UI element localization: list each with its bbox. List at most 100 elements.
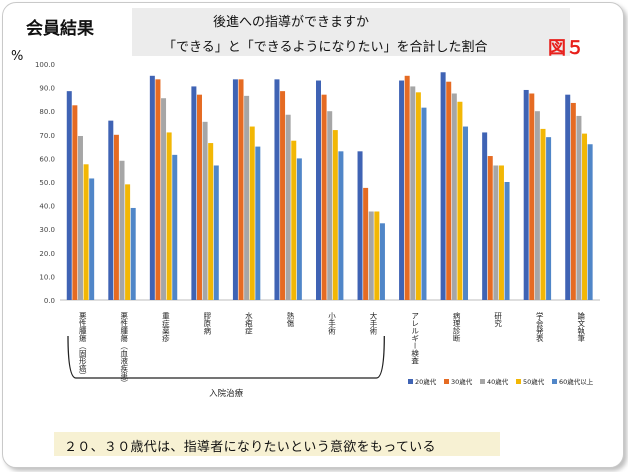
y-tick-label: 70.0 (39, 132, 55, 140)
bar (332, 130, 338, 300)
bar (498, 165, 504, 300)
bar (166, 132, 172, 300)
bar-chart: 0.0 10.0 20.0 30.0 40.0 50.0 60.0 70.0 80.0 90.0 1… (35, 61, 600, 399)
bar (316, 80, 321, 301)
legend-swatch (480, 379, 485, 384)
legend-label: 60歳代以上 (559, 377, 594, 386)
y-tick-label: 60.0 (39, 155, 55, 163)
bar (374, 211, 380, 300)
bar (125, 184, 131, 300)
bar (155, 79, 161, 300)
bar (457, 101, 463, 300)
category-label: 膠原病 (203, 312, 212, 336)
subtitle-box (132, 8, 570, 56)
category-label: 悪性腫瘍（固形癌） (78, 312, 87, 380)
bar (363, 187, 369, 300)
bar (540, 128, 546, 300)
group-brace (67, 335, 385, 379)
category-label: 重症薬疹 (161, 312, 170, 344)
bar (291, 140, 297, 300)
bar (440, 72, 446, 300)
bar (161, 98, 167, 300)
category-label: 熱傷 (286, 311, 295, 329)
bar (410, 86, 416, 300)
chart-title: 後進への指導ができますか (213, 15, 370, 30)
category-label: 研究 (493, 312, 502, 329)
figure-label: 図５ (548, 38, 584, 59)
bar (244, 95, 250, 300)
conclusion-text: ２０、３０歳代は、指導者になりたいという意欲をもっている (64, 440, 436, 455)
bar (587, 144, 593, 300)
bar (321, 94, 327, 301)
bar (523, 89, 529, 301)
bar (415, 92, 421, 300)
bar (451, 93, 457, 300)
bar (504, 182, 510, 300)
bar (285, 114, 291, 301)
legend-swatch (516, 379, 521, 384)
bar (238, 79, 244, 300)
group-label: 入院治療 (209, 388, 244, 399)
legend-label: 20歳代 (415, 377, 437, 386)
section-title: 会員結果 (26, 19, 94, 39)
bar (576, 115, 582, 300)
bar (113, 134, 119, 300)
bar (446, 81, 452, 300)
bar (463, 126, 469, 300)
bar (482, 132, 488, 300)
y-tick-label: 10.0 (39, 273, 55, 281)
legend-label: 50歳代 (523, 377, 545, 386)
bar (493, 165, 499, 300)
bar (274, 79, 280, 300)
category-label: 悪性腫瘍（血液疾患） (120, 312, 129, 387)
category-label: アレルギー検査 (410, 312, 419, 365)
legend-swatch (552, 379, 557, 384)
bar (77, 135, 83, 300)
bar (191, 86, 197, 300)
bar (255, 146, 261, 300)
bar (130, 207, 136, 300)
y-axis-unit: % (11, 49, 24, 64)
bar (213, 165, 219, 300)
category-label: 大手術 (369, 311, 378, 336)
bar (379, 223, 385, 300)
category-label: 水疱症 (244, 311, 253, 336)
bar (89, 178, 95, 300)
category-label: 学会発表 (535, 311, 544, 344)
y-tick-label: 20.0 (39, 250, 55, 258)
bar (196, 94, 202, 301)
bar (357, 151, 363, 300)
legend-label: 30歳代 (451, 377, 473, 386)
bar (296, 158, 302, 300)
y-tick-label: 30.0 (39, 226, 55, 234)
bar (338, 151, 344, 300)
bar (232, 79, 238, 300)
chart-subtitle: 「できる」と「できるようになりたい」を合計した割合 (163, 40, 488, 55)
bar (149, 75, 155, 300)
bar (172, 154, 178, 300)
bar (529, 93, 535, 300)
conclusion-box (54, 432, 500, 456)
bar (487, 156, 493, 300)
bar (119, 160, 125, 300)
legend-swatch (444, 379, 449, 384)
y-tick-label: 90.0 (39, 85, 55, 93)
bar (66, 91, 72, 300)
bar (108, 120, 114, 300)
category-label: 病理診断 (452, 311, 461, 344)
bar (202, 121, 208, 300)
bar (565, 94, 571, 301)
bar (327, 111, 333, 300)
bar (83, 164, 89, 300)
bar (534, 111, 540, 300)
legend-swatch (408, 379, 413, 384)
bar (280, 91, 286, 300)
bar (399, 80, 405, 301)
y-tick-label: 100.0 (35, 61, 55, 69)
y-tick-label: 0.0 (44, 297, 55, 305)
category-label: 論文執筆 (576, 311, 585, 343)
slide-frame (2, 2, 624, 468)
bar (421, 107, 427, 300)
bar (208, 143, 214, 300)
bar (582, 133, 588, 300)
